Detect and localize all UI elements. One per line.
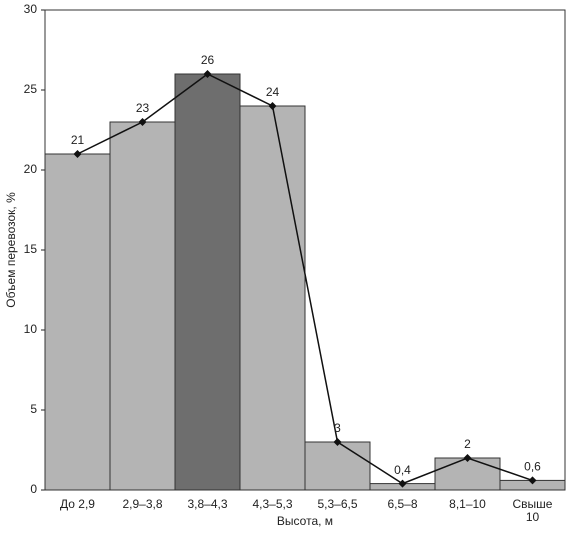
value-label: 2 bbox=[464, 437, 471, 451]
x-tick-label: Свыше 10 bbox=[512, 497, 553, 524]
bar bbox=[434, 457, 501, 491]
y-tick-label: 30 bbox=[24, 2, 38, 16]
marker bbox=[528, 476, 537, 485]
plot-frame bbox=[44, 9, 566, 491]
marker bbox=[398, 479, 407, 488]
marker bbox=[73, 150, 82, 158]
y-axis-label: Объем перевозок, % bbox=[4, 192, 18, 308]
y-tick-label: 20 bbox=[24, 162, 38, 176]
value-label: 0,6 bbox=[524, 460, 541, 474]
bar bbox=[109, 121, 176, 491]
x-tick-label: 8,1–10 bbox=[449, 497, 486, 511]
value-label: 3 bbox=[334, 421, 341, 435]
bar bbox=[239, 105, 306, 491]
marker bbox=[203, 70, 212, 78]
y-tick-label: 10 bbox=[24, 322, 38, 336]
x-tick-label: До 2,9 bbox=[60, 497, 95, 511]
marker bbox=[138, 118, 147, 126]
bar bbox=[174, 73, 241, 491]
y-tick-label: 15 bbox=[24, 242, 38, 256]
marker bbox=[463, 454, 472, 462]
value-label: 23 bbox=[136, 101, 150, 115]
y-tick-label: 25 bbox=[24, 82, 38, 96]
value-label: 21 bbox=[71, 133, 85, 147]
x-tick-label: 3,8–4,3 bbox=[187, 497, 228, 511]
y-tick-label: 0 bbox=[30, 482, 37, 496]
line bbox=[77, 73, 533, 485]
marker bbox=[268, 102, 277, 110]
value-label: 0,4 bbox=[394, 463, 411, 477]
bar bbox=[44, 153, 111, 491]
value-label: 26 bbox=[201, 53, 215, 67]
marker bbox=[333, 438, 342, 446]
x-tick-label: 5,3–6,5 bbox=[317, 497, 358, 511]
x-tick-label: 4,3–5,3 bbox=[252, 497, 293, 511]
x-axis-label: Высота, м bbox=[277, 514, 333, 528]
x-tick-label: 6,5–8 bbox=[387, 497, 418, 511]
x-tick-label: 2,9–3,8 bbox=[122, 497, 163, 511]
y-tick-label: 5 bbox=[30, 402, 37, 416]
value-label: 24 bbox=[266, 85, 280, 99]
bar bbox=[304, 441, 371, 491]
